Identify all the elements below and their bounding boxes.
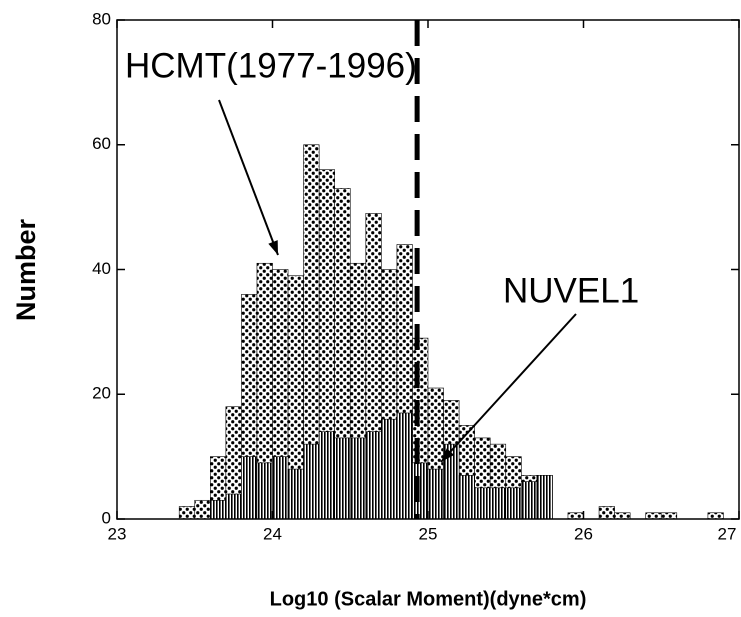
arrow-head bbox=[441, 448, 455, 462]
x-tick-label: 26 bbox=[574, 524, 593, 543]
y-tick-label: 60 bbox=[92, 134, 111, 153]
x-axis-label: Log10 (Scalar Moment)(dyne*cm) bbox=[270, 588, 587, 610]
y-axis-label: Number bbox=[11, 219, 41, 322]
x-tick-label: 23 bbox=[108, 524, 127, 543]
bar bbox=[194, 499, 211, 520]
bar bbox=[520, 481, 538, 520]
x-tick-label: 25 bbox=[419, 524, 438, 543]
bar bbox=[256, 462, 273, 520]
bar bbox=[381, 418, 398, 520]
bar bbox=[489, 487, 507, 520]
annotation: NUVEL1 bbox=[503, 271, 639, 310]
x-tick-label: 27 bbox=[718, 524, 737, 543]
bar bbox=[318, 431, 335, 520]
bar bbox=[536, 475, 553, 520]
bar bbox=[660, 512, 678, 520]
arrow-head bbox=[268, 240, 278, 255]
bar bbox=[210, 499, 227, 520]
annotation: HCMT(1977-1996) bbox=[125, 46, 417, 85]
bar bbox=[505, 487, 522, 520]
y-tick-label: 20 bbox=[92, 384, 111, 403]
bar bbox=[598, 506, 615, 520]
y-tick-label: 0 bbox=[102, 508, 111, 527]
bar bbox=[225, 493, 242, 520]
x-tick-label: 24 bbox=[263, 524, 282, 543]
arrow-shaft bbox=[218, 99, 279, 256]
bar bbox=[303, 443, 320, 520]
y-tick-label: 40 bbox=[92, 259, 111, 278]
y-tick-label: 80 bbox=[92, 9, 111, 28]
bar bbox=[241, 456, 258, 520]
bar bbox=[427, 468, 444, 520]
bar bbox=[645, 512, 662, 520]
bar bbox=[458, 475, 475, 520]
bar bbox=[707, 512, 724, 520]
bar bbox=[474, 487, 491, 520]
bar bbox=[272, 456, 289, 520]
bar bbox=[614, 512, 631, 520]
bar bbox=[287, 468, 304, 520]
bar bbox=[567, 512, 584, 520]
bar bbox=[178, 506, 196, 520]
bar bbox=[396, 412, 413, 520]
bar bbox=[349, 437, 367, 520]
bar bbox=[334, 437, 351, 520]
arrow-shaft bbox=[440, 313, 577, 463]
bar bbox=[365, 431, 382, 520]
